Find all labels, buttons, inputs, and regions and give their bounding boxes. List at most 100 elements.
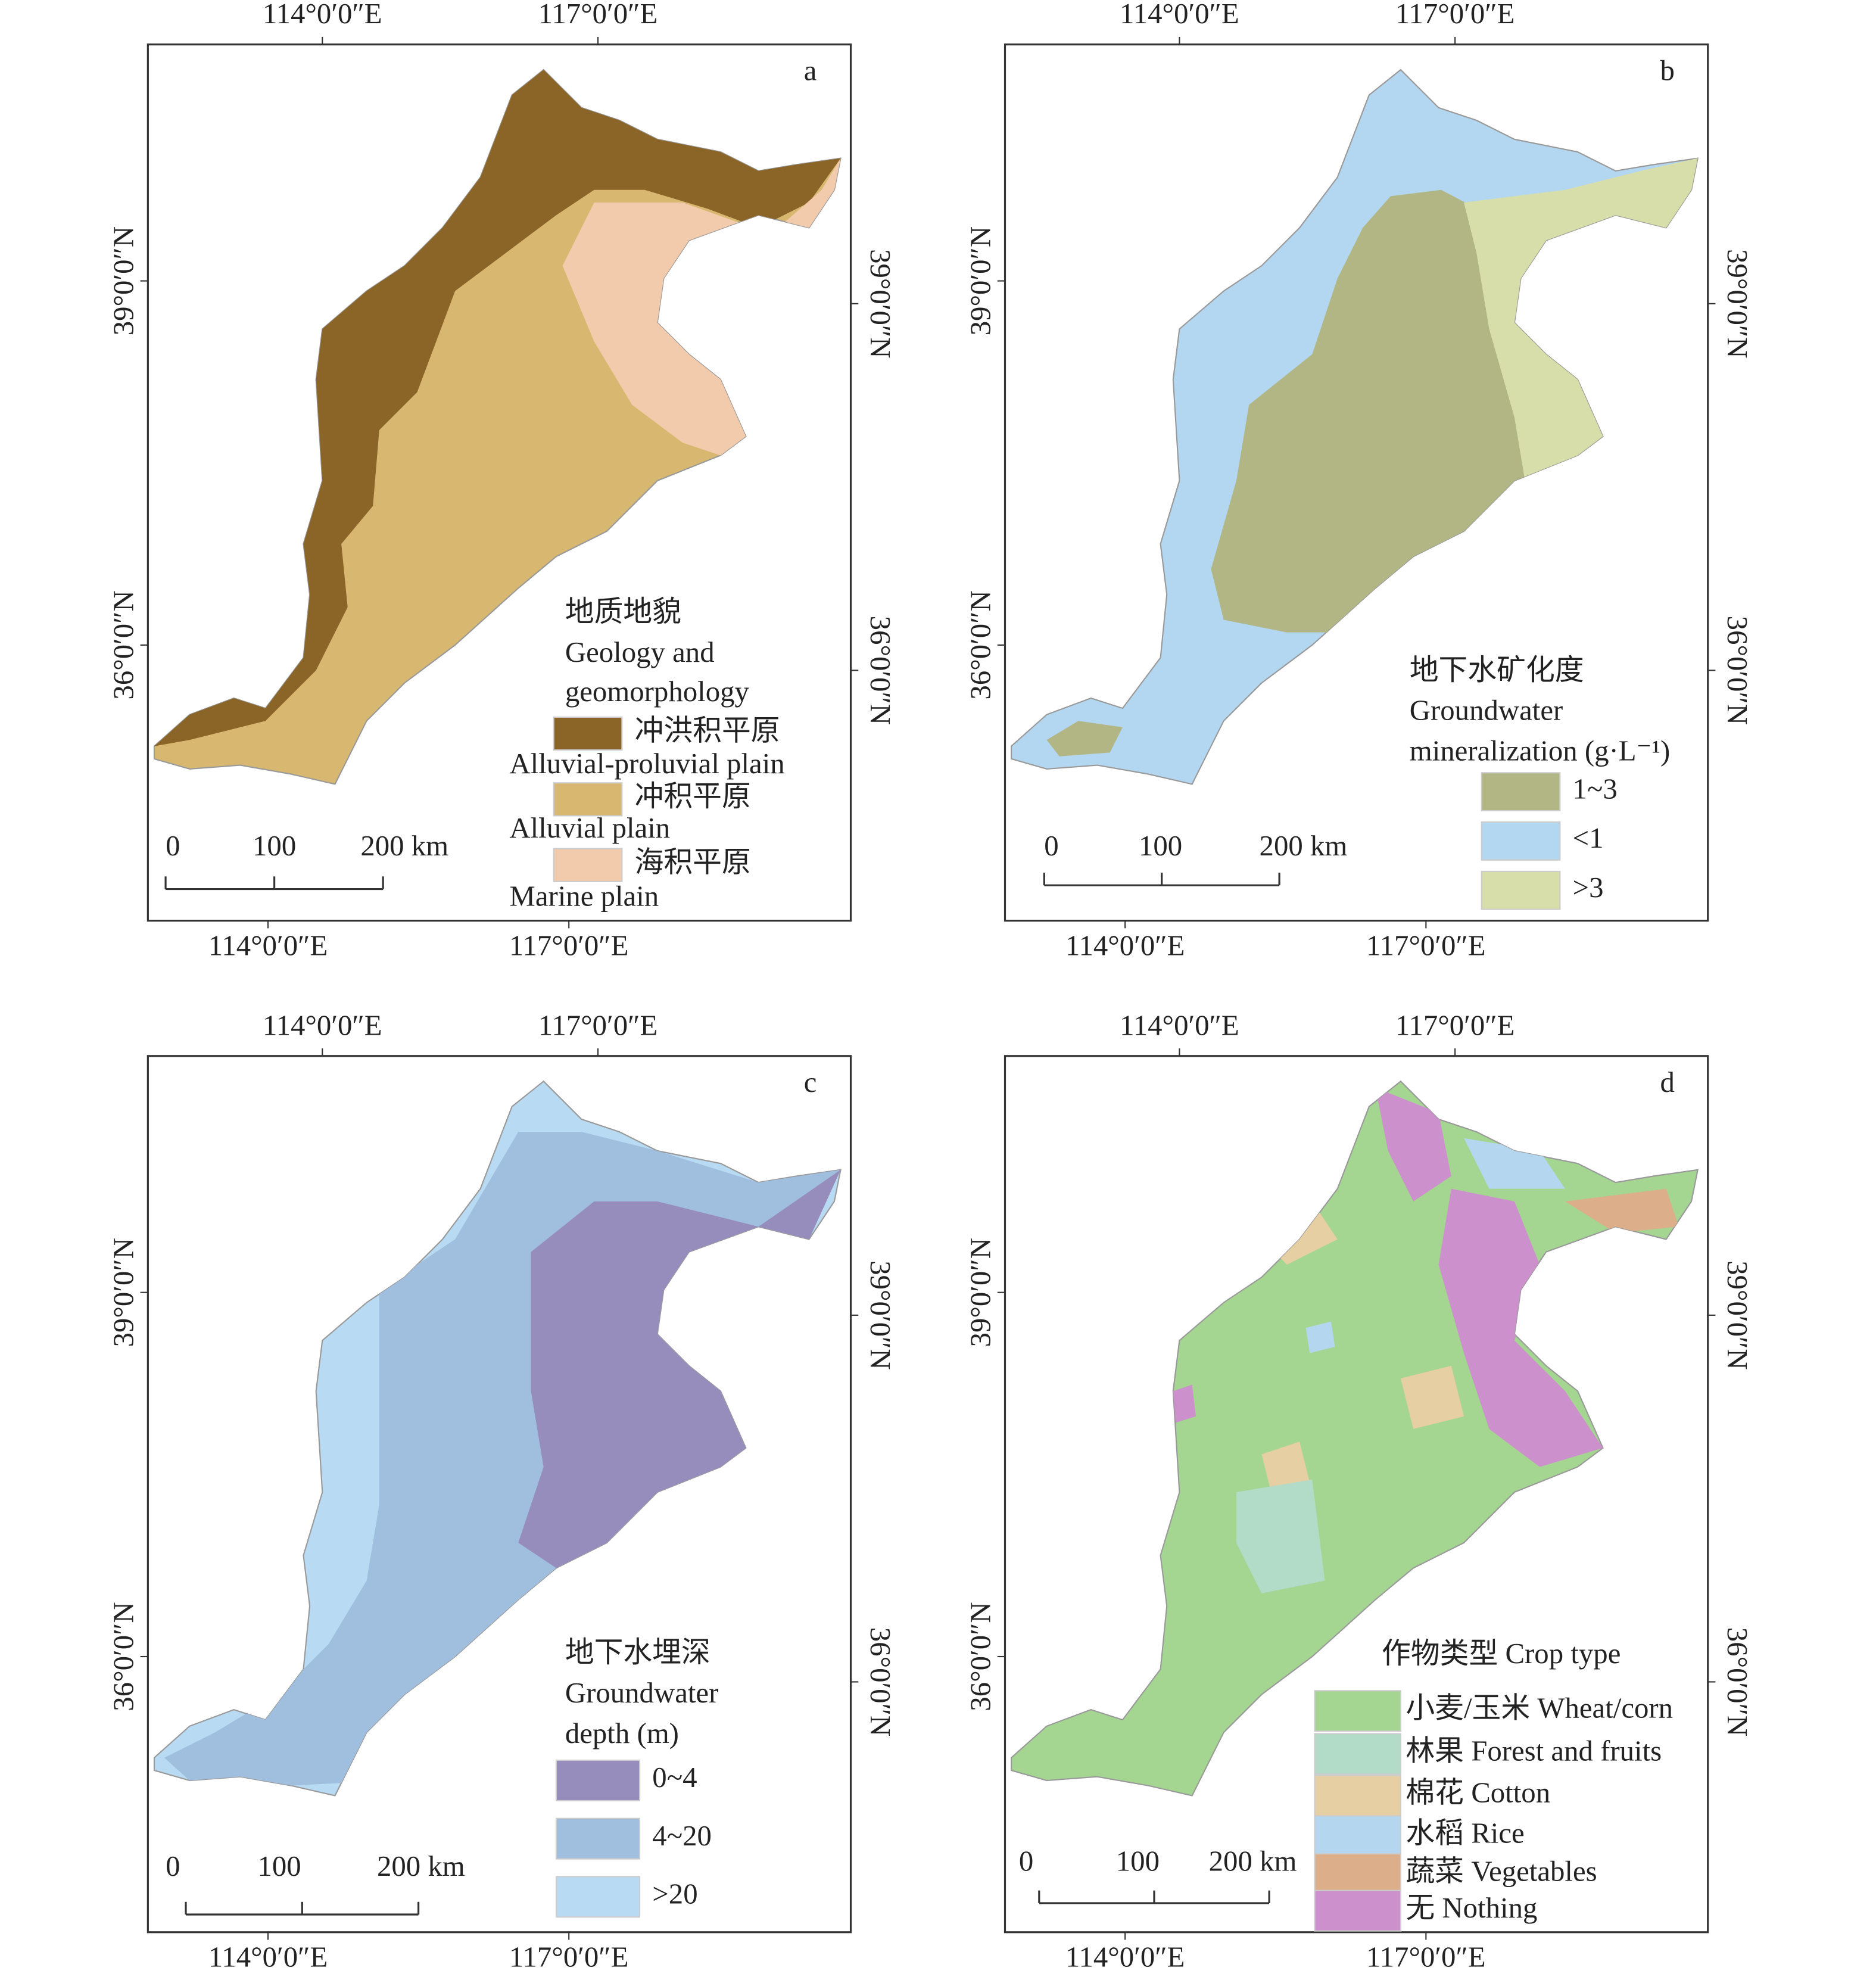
legend-title: 作物类型 Crop type: [1382, 1637, 1621, 1670]
lat-label: 39°0′0″N: [1721, 249, 1754, 358]
lat-label: 36°0′0″N: [107, 590, 139, 699]
region-zones: [164, 1132, 841, 1786]
zone: [164, 1132, 841, 1786]
zone: [1375, 1087, 1451, 1201]
legend-title: 地质地貌: [565, 595, 681, 628]
map-panel: 114°0′0″E 117°0′0″E 114°0′0″E 117°0′0″E 39°0…: [107, 0, 896, 962]
legend-label: 冲洪积平原: [635, 714, 780, 747]
legend-sublabel: Marine plain: [509, 880, 659, 913]
scale-label: 0: [166, 829, 180, 862]
scale-label: 200 km: [377, 1850, 465, 1882]
legend-label: 林果 Forest and fruits: [1406, 1735, 1662, 1767]
lon-label: 114°0′0″E: [208, 929, 328, 962]
legend-swatch: [553, 716, 623, 751]
lat-label: 39°0′0″N: [1721, 1260, 1754, 1369]
lat-label: 36°0′0″N: [864, 616, 897, 725]
zone: [1236, 1479, 1325, 1593]
zone: [1305, 1321, 1335, 1353]
panel-letter: d: [1660, 1066, 1675, 1098]
scale-label: 100: [253, 829, 296, 862]
legend-title: Groundwater: [565, 1676, 719, 1709]
zone: [1173, 1384, 1196, 1423]
lon-label: 117°0′0″E: [1395, 1008, 1515, 1041]
zone: [1400, 1365, 1464, 1429]
lat-label: 36°0′0″N: [107, 1602, 139, 1711]
legend-swatch: [553, 848, 623, 882]
legend-label: 冲积平原: [635, 780, 751, 812]
lat-label: 36°0′0″N: [1721, 1627, 1754, 1736]
legend-swatch: [553, 782, 623, 817]
scale-label: 0: [1044, 829, 1058, 862]
lat-label: 36°0′0″N: [964, 590, 997, 699]
legend-label: 无 Nothing: [1406, 1891, 1537, 1924]
map-panel: 114°0′0″E 117°0′0″E 114°0′0″E 117°0′0″E 39°0…: [964, 1008, 1754, 1973]
legend-sublabel: Alluvial-proluvial plain: [509, 747, 784, 780]
legend-swatch: [555, 1817, 641, 1860]
legend-swatch: [1314, 1733, 1401, 1775]
scale-label: 100: [1116, 1844, 1160, 1877]
scale-label: 100: [257, 1850, 301, 1882]
legend-swatch: [555, 1760, 641, 1802]
lon-label: 114°0′0″E: [208, 1941, 328, 1973]
legend-swatch: [1314, 1815, 1401, 1857]
legend-swatch: [555, 1876, 641, 1918]
lat-label: 39°0′0″N: [107, 226, 139, 335]
legend-swatch: [1314, 1690, 1401, 1732]
lon-label: 117°0′0″E: [538, 1008, 658, 1041]
legend-label: 1~3: [1573, 772, 1618, 805]
lon-label: 117°0′0″E: [509, 929, 629, 962]
lon-label: 117°0′0″E: [509, 1941, 629, 1973]
legend-label: >20: [652, 1878, 697, 1910]
legend-title: 地下水矿化度: [1410, 653, 1584, 686]
panel-letter: a: [804, 54, 817, 87]
lon-label: 117°0′0″E: [538, 0, 658, 30]
legend-swatch: [1481, 870, 1561, 910]
lon-label: 114°0′0″E: [1065, 929, 1185, 962]
legend-sublabel: Alluvial plain: [509, 811, 670, 844]
legend-label: 水稻 Rice: [1406, 1817, 1524, 1850]
scale-label: 100: [1139, 829, 1182, 862]
map-panel: 114°0′0″E 117°0′0″E 114°0′0″E 117°0′0″E 39°0…: [964, 0, 1754, 962]
lat-label: 39°0′0″N: [964, 226, 997, 335]
zone: [154, 70, 841, 746]
panel-letter: b: [1660, 54, 1675, 87]
legend-label: 海积平原: [635, 845, 751, 878]
lat-label: 39°0′0″N: [864, 249, 897, 358]
scale-label: 200 km: [360, 829, 448, 862]
lat-label: 39°0′0″N: [107, 1238, 139, 1347]
lat-label: 36°0′0″N: [1721, 616, 1754, 725]
lon-label: 117°0′0″E: [1366, 929, 1486, 962]
legend-swatch: [1481, 821, 1561, 861]
zone: [1046, 721, 1123, 757]
legend-label: 蔬菜 Vegetables: [1406, 1854, 1597, 1887]
scale-label: 200 km: [1209, 1844, 1297, 1877]
legend-label: 棉花 Cotton: [1406, 1776, 1550, 1809]
legend-swatch: [1314, 1889, 1401, 1932]
zone: [1438, 1188, 1603, 1467]
lon-label: 114°0′0″E: [1120, 0, 1239, 30]
legend-title: 地下水埋深: [565, 1636, 710, 1668]
map-panel: 114°0′0″E 117°0′0″E 114°0′0″E 117°0′0″E 39°0…: [107, 1008, 896, 1973]
scale-label: 0: [166, 1850, 180, 1882]
lon-label: 117°0′0″E: [1395, 0, 1515, 30]
legend-label: 4~20: [652, 1819, 712, 1852]
legend-swatch: [1481, 772, 1561, 812]
legend-swatch: [1314, 1775, 1401, 1817]
lon-label: 114°0′0″E: [263, 0, 382, 30]
lat-label: 39°0′0″N: [964, 1238, 997, 1347]
legend-title: Groundwater: [1410, 694, 1563, 727]
scale-label: 200 km: [1260, 829, 1348, 862]
lon-label: 117°0′0″E: [1366, 1941, 1486, 1973]
legend-title: Geology and: [565, 636, 715, 668]
legend-swatch: [1314, 1853, 1401, 1895]
legend-label: <1: [1573, 821, 1604, 854]
lat-label: 39°0′0″N: [864, 1260, 897, 1369]
lat-label: 36°0′0″N: [864, 1627, 897, 1736]
lat-label: 36°0′0″N: [964, 1602, 997, 1711]
lon-label: 114°0′0″E: [1120, 1008, 1239, 1041]
legend-title: mineralization (g·L⁻¹): [1410, 734, 1671, 767]
zone: [518, 1169, 841, 1568]
lon-label: 114°0′0″E: [1065, 1941, 1185, 1973]
panel-letter: c: [804, 1066, 817, 1098]
